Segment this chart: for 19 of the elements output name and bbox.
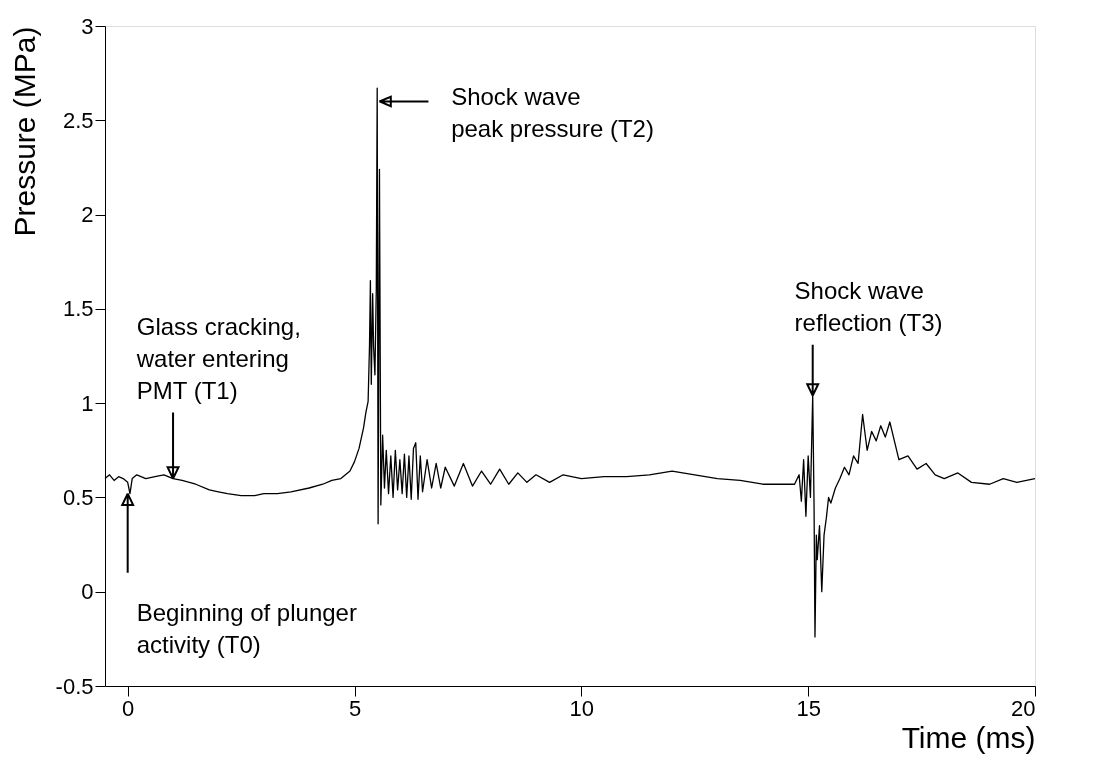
y-tick-label: 0: [81, 579, 94, 605]
y-tick-label: 0.5: [62, 484, 94, 510]
y-axis-title: Pressure (MPa): [7, 26, 41, 237]
y-tick-label: 2.5: [62, 107, 94, 133]
y-tick-label: -0.5: [55, 673, 94, 699]
y-tick-label: 1: [81, 390, 94, 416]
x-tick-label: 0: [122, 695, 135, 721]
annotation: Shock wave reflection (T3): [794, 276, 943, 336]
annotation: Shock wave peak pressure (T2): [451, 82, 654, 142]
x-tick-label: 10: [569, 695, 595, 721]
annotation: Beginning of plunger activity (T0): [136, 599, 357, 659]
x-tick-label: 20: [1011, 695, 1036, 721]
y-tick-label: 3: [81, 13, 94, 39]
x-tick-label: 5: [348, 695, 362, 721]
y-tick-label: 1.5: [62, 296, 94, 322]
annotation: Glass cracking, water entering PMT (T1): [135, 312, 301, 404]
x-tick-label: 15: [796, 695, 821, 721]
y-tick-label: 2: [81, 202, 94, 228]
x-axis-title: Time (ms): [901, 720, 1036, 754]
